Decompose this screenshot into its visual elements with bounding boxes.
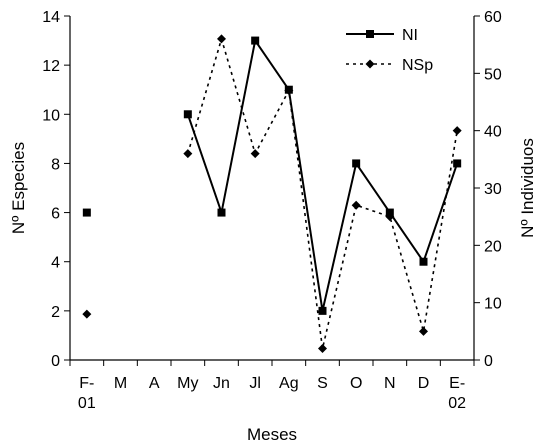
legend: NI NSp (346, 27, 433, 74)
data-point-ni (352, 159, 361, 168)
left-y-tick-label: 10 (42, 107, 60, 124)
right-y-tick-label: 60 (484, 9, 502, 26)
x-tick-label-line: O (350, 375, 362, 392)
x-tick-label: Jl (249, 375, 261, 392)
left-y-tick-label: 2 (51, 304, 60, 321)
data-point-ni (318, 306, 327, 315)
data-point-ni (419, 257, 428, 266)
right-y-tick-label: 40 (484, 124, 502, 141)
x-tick-label-line: M (114, 375, 127, 392)
x-tick-label-line: N (384, 375, 396, 392)
x-tick-label: M (114, 375, 127, 392)
data-point-nsp (318, 344, 327, 354)
left-y-tick-label: 12 (42, 58, 60, 75)
data-point-nsp (284, 86, 294, 96)
x-tick-label-line: 02 (448, 395, 466, 412)
left-y-tick-label: 4 (51, 255, 60, 272)
x-tick-label: Ag (279, 375, 299, 392)
legend-marker-ni (366, 30, 374, 38)
x-tick-label-line: My (177, 375, 198, 392)
data-point-ni (251, 36, 260, 45)
data-point-nsp (419, 326, 428, 336)
x-tick-label: O (350, 375, 362, 392)
x-tick-label-line: 01 (78, 395, 96, 412)
x-tick-label-line: F- (79, 375, 94, 392)
x-tick-label: A (149, 375, 160, 392)
series-lines (186, 36, 459, 349)
x-tick-label: E- 02 (448, 375, 466, 412)
right-y-axis-title: Nº Individuos (518, 138, 537, 238)
x-tick-label-line: S (317, 375, 328, 392)
data-point-nsp (250, 149, 260, 159)
legend-marker-nsp (365, 59, 375, 69)
series-line-ni (186, 38, 459, 312)
data-point-nsp (217, 34, 226, 44)
data-point-nsp (385, 212, 395, 222)
x-tick-label: S (317, 375, 328, 392)
right-y-tick-label: 30 (484, 181, 502, 198)
data-point-nsp (351, 200, 361, 210)
x-tick-label-line: D (418, 375, 430, 392)
left-y-axis-title: Nº Especies (9, 142, 28, 234)
left-y-tick-label: 6 (51, 206, 60, 223)
x-tick-label: D (418, 375, 430, 392)
right-y-tick-label: 20 (484, 238, 502, 255)
data-point-ni (183, 110, 192, 119)
left-y-tick-label: 0 (51, 353, 60, 370)
x-tick-label-line: Ag (279, 375, 299, 392)
data-point-ni (217, 208, 226, 217)
series-line-nsp (187, 36, 458, 349)
x-tick-label-line: Jl (249, 375, 261, 392)
x-tick-label: N (384, 375, 396, 392)
data-point-nsp (82, 309, 92, 319)
x-tick-label-line: E- (449, 375, 465, 392)
data-point-ni (453, 159, 462, 168)
x-tick-label-line: Jn (213, 375, 230, 392)
x-tick-label: Jn (213, 375, 230, 392)
left-y-tick-label: 8 (51, 156, 60, 173)
left-y-tick-label: 14 (42, 9, 60, 26)
data-point-ni (82, 208, 91, 217)
right-y-tick-label: 50 (484, 66, 502, 83)
data-point-nsp (452, 126, 462, 136)
right-y-tick-label: 10 (484, 296, 502, 313)
x-tick-label: F- 01 (78, 375, 96, 412)
right-y-tick-label: 0 (484, 353, 493, 370)
x-tick-label: My (177, 375, 198, 392)
data-point-nsp (183, 149, 193, 159)
legend-label-nsp: NSp (402, 57, 433, 74)
x-tick-label-line: A (149, 375, 160, 392)
x-axis-title: Meses (247, 425, 297, 444)
series-markers (82, 34, 462, 354)
legend-label-ni: NI (402, 27, 418, 44)
